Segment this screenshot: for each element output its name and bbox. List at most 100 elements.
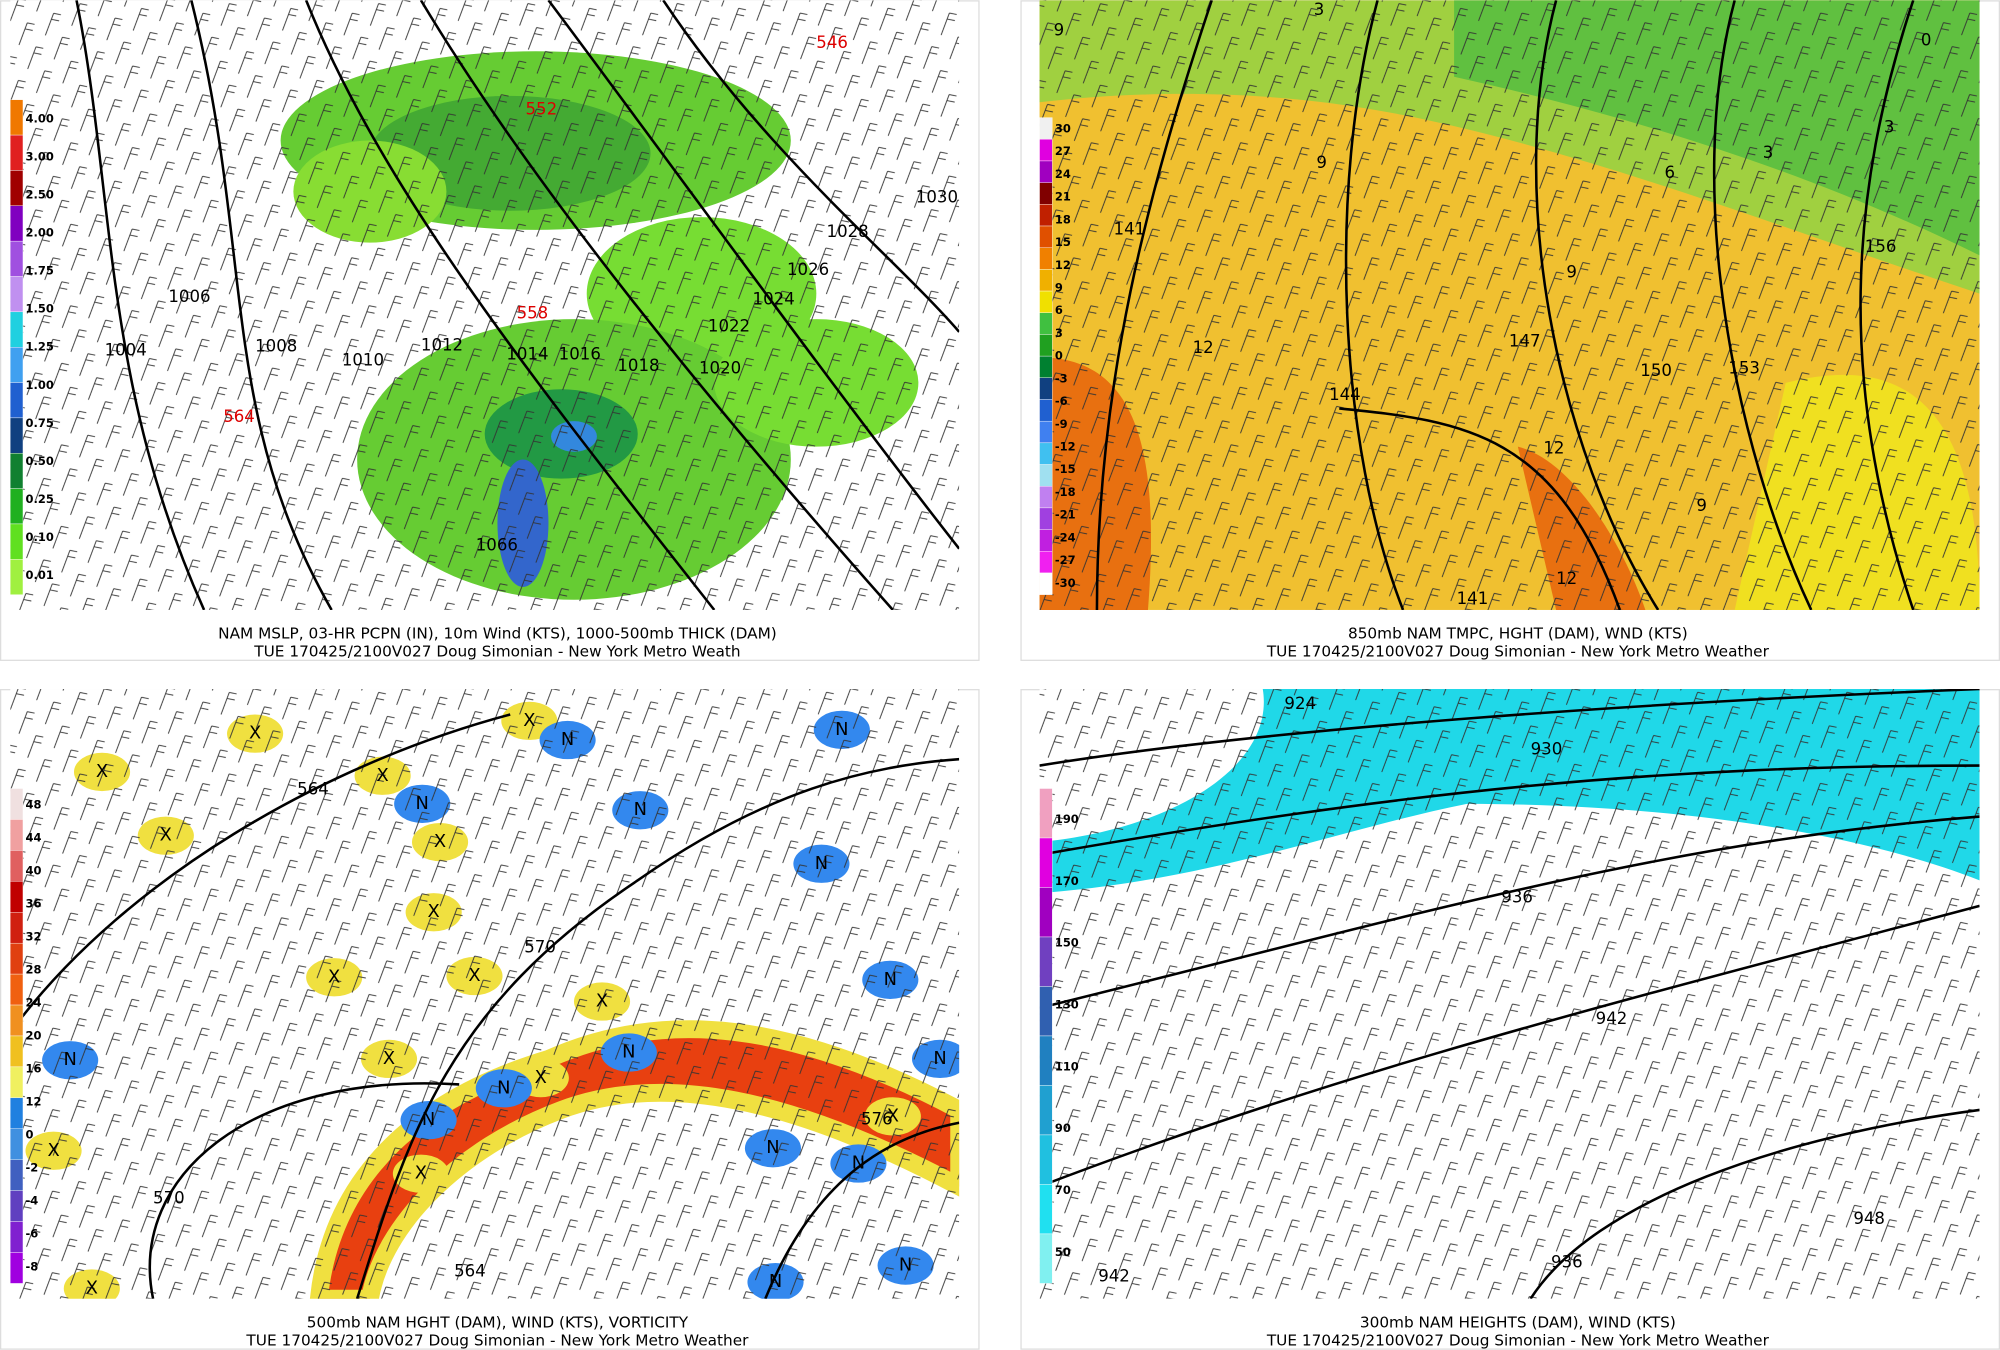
contour-label: 564 [454, 1261, 486, 1280]
colorbar-label: 12 [1055, 258, 1071, 272]
contour-label: 1008 [255, 337, 297, 356]
vorticity-marker: X [887, 1105, 899, 1126]
colorbar-label: 0 [1055, 349, 1063, 363]
contour-line [1859, 0, 1915, 610]
colorbar-segment [1039, 204, 1053, 227]
colorbar-segment [1039, 355, 1053, 378]
colorbar-label: 21 [1055, 190, 1071, 204]
contour-line [419, 0, 894, 610]
vorticity-marker: X [434, 831, 446, 852]
vorticity-marker: X [428, 901, 440, 922]
contour-line [190, 0, 333, 610]
colorbar-segment [10, 453, 24, 489]
contour-label: 12 [1193, 338, 1214, 357]
colorbar-segment [10, 819, 24, 851]
contour-label: 936 [1501, 888, 1533, 907]
colorbar-segment [10, 1252, 24, 1284]
contour-label: 6 [1665, 163, 1676, 182]
vorticity-marker: X [86, 1278, 98, 1299]
colorbar-segment [10, 523, 24, 560]
colorbar-label: -6 [26, 1226, 39, 1240]
colorbar-segment [1039, 837, 1053, 888]
subcaption: TUE 170425/2100V027 Doug Simonian - New … [245, 1331, 749, 1349]
contour-label: 564 [297, 779, 329, 798]
contour-label: 1004 [105, 341, 147, 360]
contour-label: 570 [153, 1189, 185, 1208]
contour-label: 576 [861, 1110, 893, 1129]
colorbar-label: 3 [1055, 326, 1063, 340]
colorbar-label: -18 [1055, 485, 1076, 499]
map-area [10, 689, 960, 1299]
vorticity-marker: X [96, 761, 108, 782]
colorbar-segment [10, 311, 24, 348]
contour-label: 141 [1114, 219, 1146, 238]
colorbar-label: 110 [1055, 1059, 1079, 1073]
colorbar-segment [10, 1221, 24, 1253]
contour-line [764, 1121, 960, 1299]
vorticity-marker: X [523, 710, 535, 731]
colorbar-segment [10, 1097, 24, 1129]
contour-label: 1022 [708, 316, 750, 335]
vorticity-marker: N [815, 853, 828, 874]
colorbar-label: -21 [1055, 508, 1076, 522]
vorticity-marker: X [535, 1067, 547, 1088]
colorbar-label: -27 [1055, 553, 1076, 567]
colorbar-label: -12 [1055, 439, 1076, 453]
colorbar-segment [1039, 290, 1053, 313]
colorbar-label: 36 [26, 896, 42, 910]
panel: 546 552 558 564 1004 1006 1008 1010 1012 1014 1016… [0, 0, 980, 661]
contour-line [1344, 0, 1405, 610]
contour-label: 9 [1054, 20, 1065, 39]
colorbar-segment [1039, 1184, 1053, 1235]
vorticity-marker: N [561, 729, 574, 750]
contour-line [1039, 815, 1980, 1010]
colorbar-label: 20 [26, 1028, 42, 1042]
contour-line [547, 0, 960, 550]
colorbar-label: 18 [1055, 212, 1071, 226]
colorbar-segment [1039, 160, 1053, 183]
colorbar-segment [10, 240, 24, 277]
colorbar-segment [1039, 986, 1053, 1037]
contour-line [662, 0, 960, 333]
colorbar-label: 24 [1055, 167, 1071, 181]
colorbar-segment [10, 912, 24, 944]
contour-label: 936 [1551, 1253, 1583, 1272]
contour-label: 3 [1763, 143, 1774, 162]
contour-label: 1024 [753, 290, 795, 309]
contour-label: 546 [816, 33, 848, 52]
colorbar-segment [1039, 887, 1053, 938]
panel: 924 930 936 942 948 942 936 190 170 150 130 110 90 70… [1020, 689, 2000, 1350]
contour-label: 1010 [342, 351, 384, 370]
contour-label: 1026 [787, 260, 829, 279]
contour-line [1095, 0, 1213, 610]
contour-line [1712, 0, 1813, 610]
colorbar-segment [10, 1066, 24, 1099]
map-area [1039, 689, 1980, 1299]
colorbar-segment [10, 417, 24, 454]
colorbar-label: -15 [1055, 462, 1076, 476]
subcaption: TUE 170425/2100V027 Doug Simonian - New … [1266, 643, 1770, 661]
caption: 300mb NAM HEIGHTS (DAM), WIND (KTS) [1360, 1313, 1676, 1331]
contour-line [148, 1082, 460, 1299]
map-area [10, 0, 960, 610]
vorticity-marker: N [416, 793, 429, 814]
colorbar-label: 27 [1055, 144, 1071, 158]
contour-label: 948 [1853, 1209, 1885, 1228]
colorbar-segment [1039, 1085, 1053, 1136]
colorbar-segment [1039, 420, 1053, 444]
vorticity-marker: N [63, 1049, 76, 1070]
colorbar-segment [10, 488, 24, 525]
colorbar-segment [10, 850, 24, 882]
contour-label: 930 [1531, 740, 1563, 759]
contour-label: 141 [1457, 589, 1489, 608]
contour-line [1039, 689, 1980, 767]
contour-label: 150 [1640, 361, 1672, 380]
colorbar-segment [10, 942, 24, 975]
colorbar-segment [1039, 936, 1053, 987]
subcaption: TUE 170425/2100V027 Doug Simonian - New … [253, 643, 740, 661]
colorbar-segment [1039, 377, 1053, 400]
contour-line [1529, 1108, 1980, 1299]
contour-label: 1018 [617, 356, 659, 375]
colorbar-label: 150 [1055, 936, 1079, 950]
contour-label: 1030 [916, 187, 958, 206]
